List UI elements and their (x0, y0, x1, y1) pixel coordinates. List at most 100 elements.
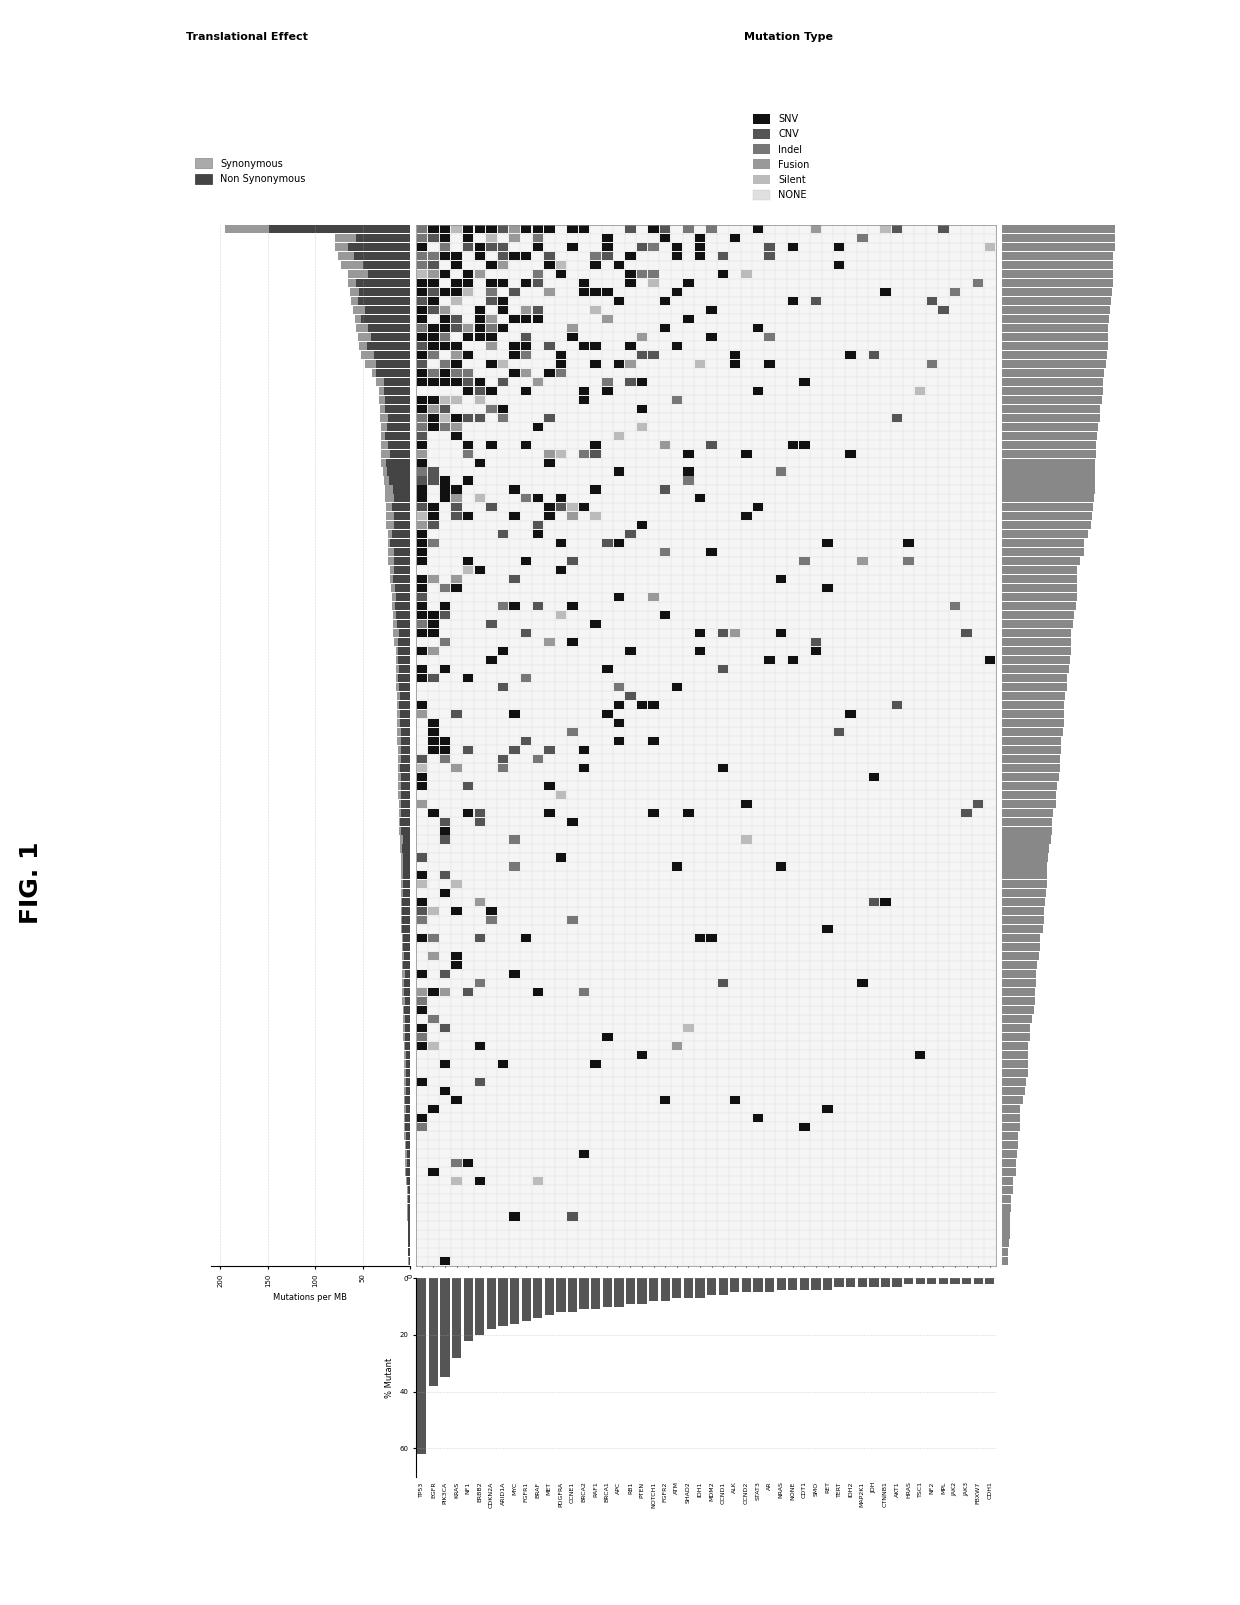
Bar (846, 709, 856, 717)
Bar (440, 396, 450, 404)
Bar (429, 1278, 438, 1387)
Bar (556, 351, 567, 360)
Bar (451, 414, 461, 422)
Bar (440, 1278, 450, 1377)
Bar (510, 709, 520, 717)
Bar (399, 664, 410, 672)
Bar (475, 817, 485, 825)
Bar (823, 1278, 832, 1289)
Bar (398, 764, 401, 772)
Bar (532, 377, 543, 385)
Bar (707, 225, 717, 233)
Bar (590, 360, 601, 368)
Bar (486, 504, 496, 512)
Bar (1002, 1149, 1017, 1157)
Bar (417, 674, 427, 682)
Bar (928, 1278, 936, 1284)
Bar (660, 1096, 671, 1104)
Bar (388, 530, 392, 538)
Bar (1002, 360, 1106, 368)
Bar (614, 719, 624, 727)
Bar (625, 692, 636, 700)
Bar (453, 1278, 461, 1358)
Bar (497, 682, 508, 692)
Bar (579, 989, 589, 997)
Bar (463, 270, 474, 278)
Bar (417, 522, 427, 530)
Bar (404, 989, 410, 997)
Bar (579, 279, 589, 287)
Bar (384, 404, 410, 412)
Bar (428, 396, 439, 404)
Bar (428, 746, 439, 754)
Bar (417, 1024, 427, 1032)
Bar (729, 629, 740, 637)
Bar (521, 351, 532, 360)
Bar (776, 629, 786, 637)
Bar (408, 1221, 410, 1229)
Bar (451, 252, 461, 260)
Bar (475, 377, 485, 385)
Bar (1002, 1104, 1019, 1112)
Bar (579, 1278, 589, 1310)
Bar (626, 1278, 635, 1303)
Bar (417, 1034, 427, 1042)
Bar (811, 1278, 821, 1289)
Bar (822, 539, 833, 547)
Bar (486, 332, 496, 340)
Bar (393, 494, 410, 502)
Bar (440, 287, 450, 295)
Bar (1002, 719, 1064, 727)
Bar (486, 315, 496, 323)
Bar (440, 602, 450, 610)
Bar (1002, 854, 1048, 862)
Bar (718, 764, 728, 772)
Bar (764, 332, 775, 340)
Bar (463, 332, 474, 340)
Bar (1002, 422, 1097, 430)
Bar (463, 279, 474, 287)
Bar (417, 297, 427, 305)
Bar (497, 252, 508, 260)
Bar (405, 1124, 410, 1132)
Bar (1002, 242, 1115, 250)
Bar (1002, 836, 1052, 844)
Bar (590, 252, 601, 260)
Bar (1002, 1124, 1019, 1132)
Bar (510, 225, 520, 233)
Bar (486, 234, 496, 242)
Bar (391, 567, 394, 575)
Bar (407, 1167, 410, 1176)
Bar (1002, 602, 1076, 610)
Bar (799, 440, 810, 449)
Bar (356, 279, 410, 287)
Bar (440, 1059, 450, 1067)
Bar (532, 602, 543, 610)
Bar (417, 557, 427, 565)
Bar (1002, 557, 1080, 565)
Y-axis label: % Mutant: % Mutant (384, 1358, 394, 1398)
Bar (486, 440, 496, 449)
Bar (637, 701, 647, 709)
Bar (388, 414, 410, 422)
Bar (451, 512, 461, 520)
Bar (393, 557, 410, 565)
Bar (475, 387, 485, 395)
Bar (417, 539, 427, 547)
Bar (401, 782, 410, 790)
Bar (1002, 1186, 1013, 1194)
Bar (428, 809, 439, 817)
Bar (603, 252, 613, 260)
Bar (475, 934, 485, 942)
Bar (1002, 639, 1071, 647)
Bar (590, 1059, 601, 1067)
Bar (729, 234, 740, 242)
Legend: SNV, CNV, Indel, Fusion, Silent, NONE: SNV, CNV, Indel, Fusion, Silent, NONE (749, 111, 813, 204)
Bar (869, 772, 879, 780)
Bar (730, 1278, 739, 1292)
Bar (532, 270, 543, 278)
Bar (428, 1014, 439, 1022)
Bar (521, 279, 532, 287)
Bar (1002, 467, 1095, 475)
Bar (404, 952, 410, 960)
